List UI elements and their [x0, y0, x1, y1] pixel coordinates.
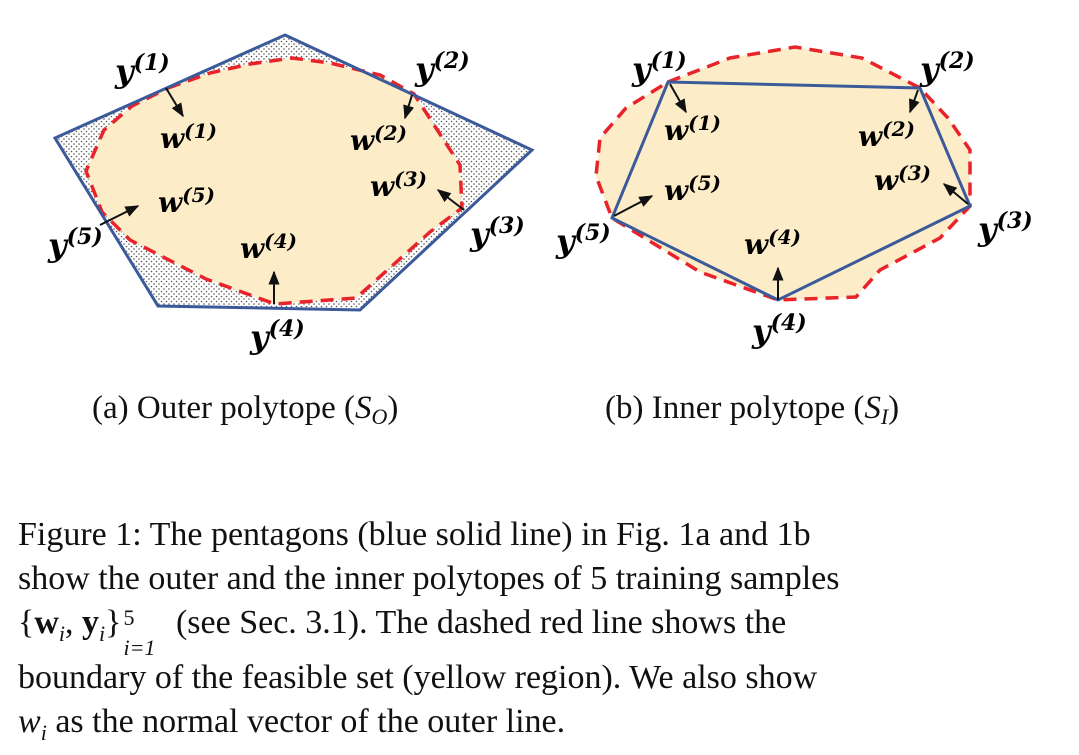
caption-line-4: boundary of the feasible set (yellow reg…: [18, 659, 818, 696]
label-y4-a: y(4): [249, 316, 305, 356]
subcaption-a: (a) Outer polytope (SO): [92, 390, 399, 429]
figure-caption: Figure 1: The pentagons (blue solid line…: [18, 513, 1063, 755]
label-w5-b: w(5): [664, 171, 721, 207]
label-y1-b: y(1): [631, 48, 687, 88]
caption-line-3: {wi, yi} 5 i=1 (see Sec. 3.1). The dashed …: [18, 604, 787, 660]
label-w4-b: w(4): [744, 225, 801, 261]
label-y5-b: y(5): [555, 220, 611, 260]
caption-line-5: wi as the normal vector of the outer lin…: [18, 703, 566, 745]
w1-arrow-b: [669, 83, 687, 114]
label-w2-a: w(2): [350, 121, 407, 157]
outer-pentagon: [52, 33, 535, 312]
w2-arrow-a: [403, 94, 415, 120]
panel-a: y(1) y(2) y(3) y(4) y(5) w(1) w(2) w(3) …: [47, 33, 535, 356]
label-y3-a: y(3): [469, 213, 525, 253]
label-w2-b: w(2): [858, 117, 915, 153]
caption-line-1: Figure 1: The pentagons (blue solid line…: [18, 516, 811, 553]
w5-arrow-b: [613, 195, 654, 217]
label-y2-a: y(2): [414, 48, 470, 88]
feasible-region-b: [594, 45, 972, 302]
label-y1-a: y(1): [114, 50, 170, 90]
w3-arrow-a: [436, 189, 465, 211]
label-w5-a: w(5): [158, 183, 215, 219]
figure-graphic: y(1) y(2) y(3) y(4) y(5) w(1) w(2) w(3) …: [47, 33, 1033, 356]
w2-arrow-b: [909, 89, 920, 114]
subcaption-b: (b) Inner polytope (SI): [605, 390, 900, 429]
label-y3-b: y(3): [977, 208, 1033, 248]
label-y5-a: y(5): [47, 224, 103, 264]
label-y4-b: y(4): [751, 310, 807, 350]
label-w1-a: w(1): [160, 119, 217, 155]
w1-arrow-a: [165, 87, 184, 118]
label-w4-a: w(4): [240, 229, 297, 265]
label-y2-b: y(2): [919, 48, 975, 88]
feasible-region-a: [84, 56, 464, 306]
w3-arrow-b: [942, 183, 969, 205]
panel-b: y(1) y(2) y(3) y(4) y(5) w(1) w(2) w(3) …: [555, 45, 1033, 350]
caption-line-2: show the outer and the inner polytopes o…: [18, 560, 840, 597]
w5-arrow-a: [99, 205, 140, 226]
label-w1-b: w(1): [664, 111, 721, 147]
label-w3-a: w(3): [370, 167, 427, 203]
inner-pentagon: [610, 80, 972, 302]
label-w3-b: w(3): [874, 161, 931, 197]
